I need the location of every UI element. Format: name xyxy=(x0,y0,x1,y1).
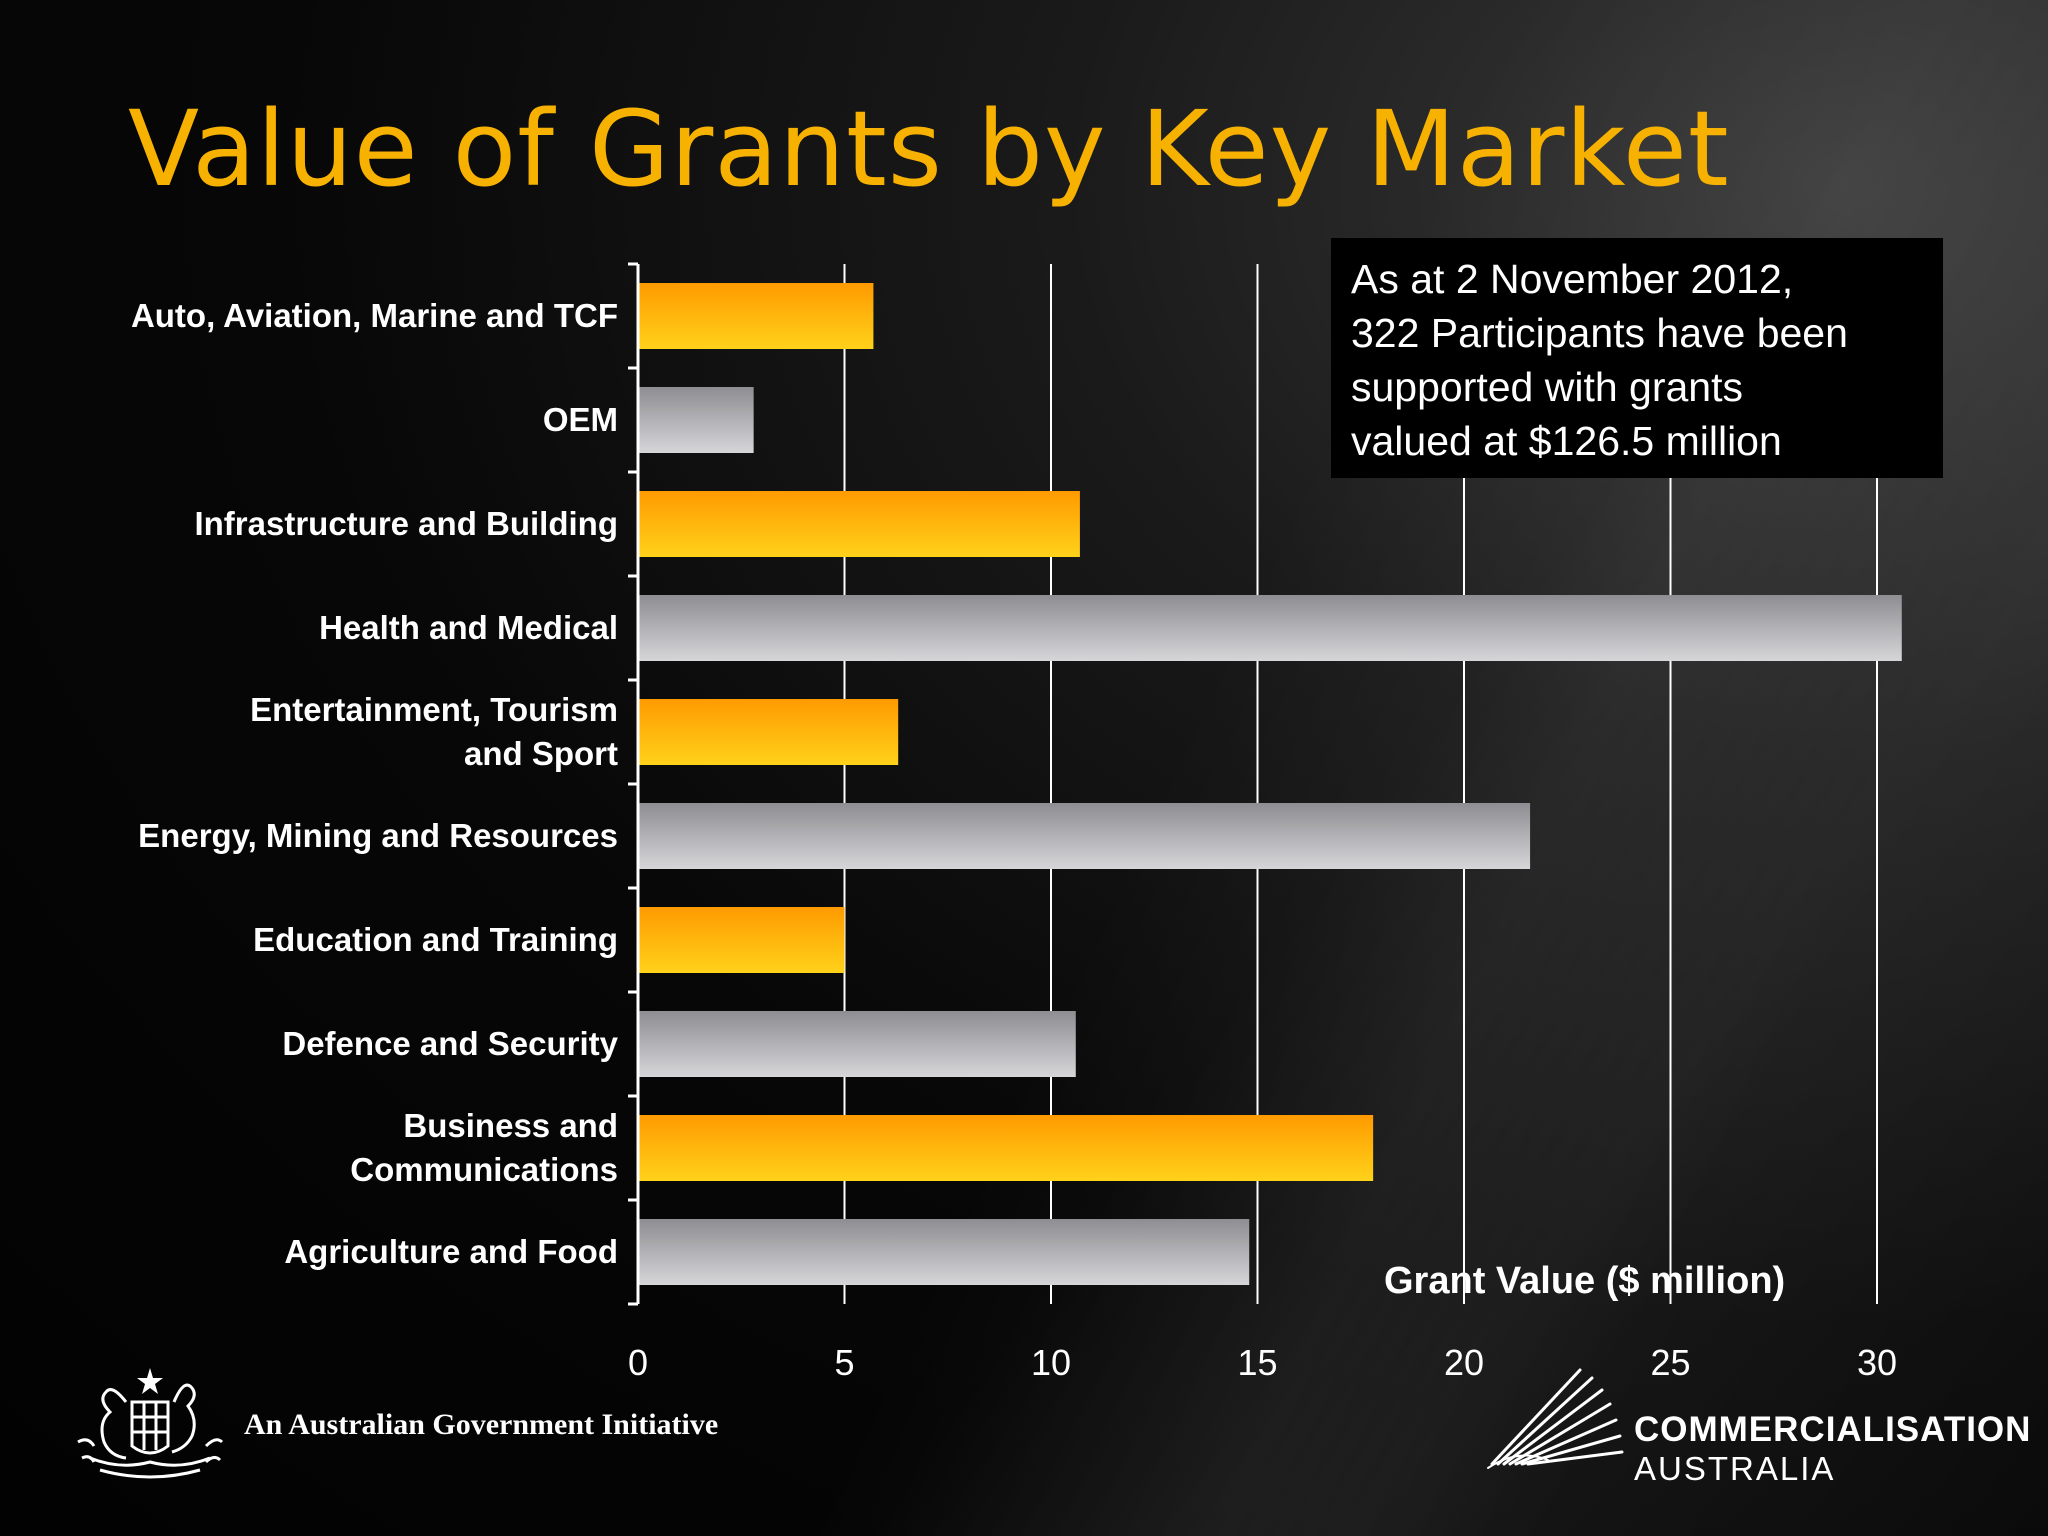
bar xyxy=(639,1011,1076,1077)
bar xyxy=(639,1219,1250,1285)
brand-name-line-1: COMMERCIALISATION xyxy=(1634,1410,2032,1449)
coat-of-arms-icon xyxy=(77,1368,224,1479)
x-tick-label: 30 xyxy=(1856,1342,1898,1383)
category-label-line: Business and xyxy=(403,1107,618,1144)
category-label: Health and Medical xyxy=(319,606,618,650)
category-label: Energy, Mining and Resources xyxy=(138,814,618,858)
bar xyxy=(639,699,899,765)
category-label: Entertainment, Tourism and Sport xyxy=(250,688,618,776)
category-label-line: Entertainment, Tourism xyxy=(250,691,618,728)
x-tick-label: 25 xyxy=(1650,1342,1691,1383)
category-label-line: Communications xyxy=(350,1151,618,1188)
category-label-line: Agriculture and Food xyxy=(284,1233,618,1270)
brand-name-line-2: AUSTRALIA xyxy=(1634,1450,1836,1487)
callout-line: valued at $126.5 million xyxy=(1351,418,1782,464)
bar xyxy=(639,803,1531,869)
x-axis-title: Grant Value ($ million) xyxy=(1384,1260,1786,1302)
x-tick-label: 5 xyxy=(834,1342,855,1383)
bar xyxy=(639,491,1080,557)
category-label-line: Education and Training xyxy=(253,921,618,958)
category-label: Infrastructure and Building xyxy=(194,502,618,546)
bar xyxy=(639,907,845,973)
bar xyxy=(639,595,1902,661)
y-axis xyxy=(628,262,640,1306)
category-label-line: Defence and Security xyxy=(282,1025,618,1062)
radiating-lines-logo-icon xyxy=(1487,1368,1624,1469)
bar xyxy=(639,283,874,349)
category-label-line: Auto, Aviation, Marine and TCF xyxy=(130,297,618,334)
category-label: Business and Communications xyxy=(350,1104,618,1192)
category-label: OEM xyxy=(543,398,618,442)
category-label-line: Energy, Mining and Resources xyxy=(138,817,618,854)
x-tick-label: 15 xyxy=(1237,1342,1278,1383)
callout-line: supported with grants xyxy=(1351,364,1744,410)
bar xyxy=(639,1115,1374,1181)
category-label-line: and Sport xyxy=(464,735,618,772)
category-label-line: Health and Medical xyxy=(319,609,618,646)
category-label-line: OEM xyxy=(542,401,618,438)
callout-line: 322 Participants have been xyxy=(1351,310,1848,356)
slide-title: Value of Grants by Key Market xyxy=(128,88,1730,210)
category-label: Agriculture and Food xyxy=(284,1230,618,1274)
x-tick-label: 0 xyxy=(627,1342,649,1383)
category-label: Auto, Aviation, Marine and TCF xyxy=(131,294,618,338)
x-tick-label: 10 xyxy=(1030,1342,1072,1383)
bar xyxy=(639,387,754,453)
category-label: Defence and Security xyxy=(282,1022,618,1066)
summary-callout: As at 2 November 2012, 322 Participants … xyxy=(1331,238,1943,478)
government-initiative-text: An Australian Government Initiative xyxy=(244,1408,719,1441)
bars xyxy=(639,283,1902,1285)
category-label: Education and Training xyxy=(253,918,618,962)
callout-line: As at 2 November 2012, xyxy=(1351,256,1794,302)
category-label-line: Infrastructure and Building xyxy=(194,505,618,542)
x-tick-label: 20 xyxy=(1443,1342,1485,1383)
